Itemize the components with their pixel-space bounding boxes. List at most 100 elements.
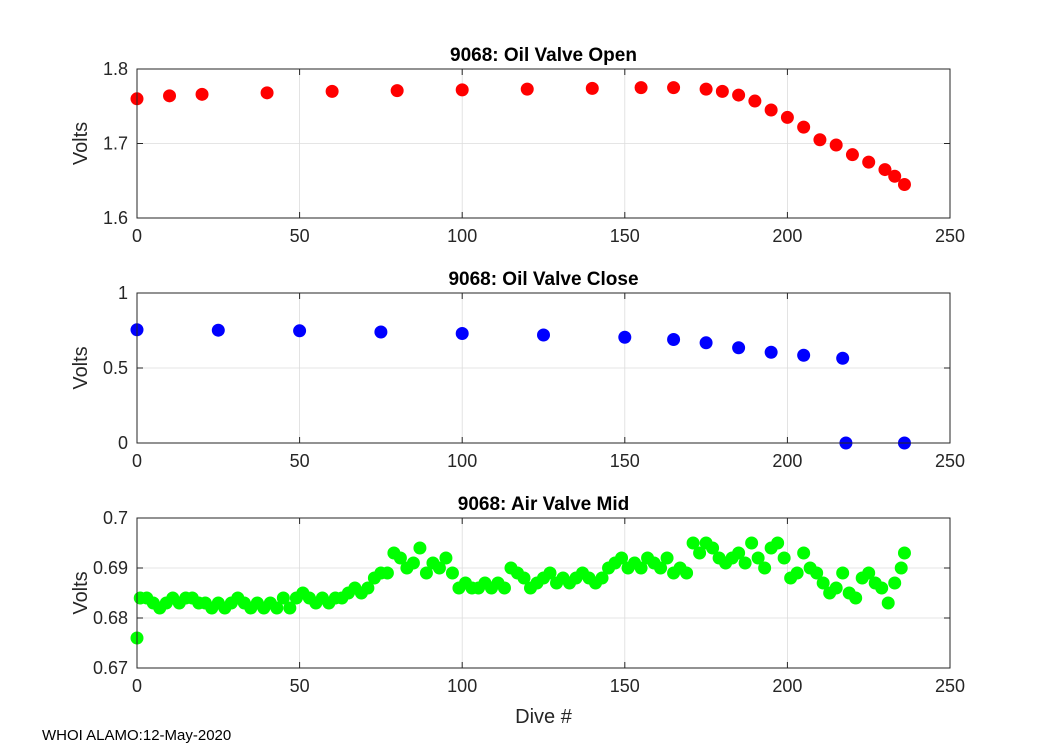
data-point [276,591,290,605]
data-point [862,566,876,580]
data-series [130,81,911,191]
data-point [797,546,811,560]
y-axis-label: Volts [70,571,92,614]
data-point [878,163,892,177]
data-point [751,551,765,565]
x-tick-label: 200 [772,226,802,246]
x-tick-label: 0 [132,676,142,696]
x-tick-label: 50 [290,676,310,696]
data-point [585,81,599,95]
data-point [780,110,794,124]
data-series [130,536,911,645]
data-point [738,556,752,570]
data-point [195,87,209,101]
data-point [894,561,908,575]
data-point [771,536,785,550]
data-point [260,86,274,100]
data-point [888,576,902,590]
data-point [699,336,713,350]
data-point [455,327,469,340]
y-tick-label: 1.8 [103,59,128,79]
data-point [419,566,433,580]
y-tick-label: 0.7 [103,508,128,528]
data-point [836,351,850,365]
x-tick-label: 150 [610,226,640,246]
x-tick-label: 50 [290,226,310,246]
y-tick-label: 0.69 [93,558,128,578]
x-tick-label: 0 [132,451,142,471]
axes-box [136,517,951,669]
data-point [615,551,629,565]
y-tick-label: 0 [118,433,128,453]
x-tick-label: 200 [772,451,802,471]
x-tick-label: 100 [447,676,477,696]
data-point [748,94,762,108]
data-point [455,83,469,97]
y-tick-label: 1.6 [103,208,128,228]
x-tick-label: 100 [447,451,477,471]
data-point [432,561,446,575]
y-tick-label: 0.5 [103,358,128,378]
y-tick-label: 1 [118,283,128,303]
data-point [439,551,453,565]
data-point [634,81,648,95]
data-point [667,333,681,346]
data-point [829,581,843,595]
data-point [680,566,694,580]
data-point [686,536,700,550]
data-point [413,541,427,555]
x-tick-label: 250 [935,226,965,246]
data-point [520,82,534,96]
data-point [758,561,772,575]
data-point [380,566,394,580]
chart-title: 9068: Oil Valve Close [448,269,638,290]
data-point [777,551,791,565]
chart-panel-1: 0 50 100 150 200 250 1.6 1.7 1.8 9068: Oil Valve … [70,45,965,246]
data-point [270,601,284,615]
data-point [390,84,404,98]
data-point [660,551,674,565]
data-point [715,84,729,98]
data-point [693,546,707,560]
data-point [810,566,824,580]
data-point [745,536,759,550]
data-point [618,330,632,344]
footer-credit: WHOI ALAMO:12-May-2020 [42,727,232,744]
chart-title: 9068: Oil Valve Open [450,45,637,66]
data-point [862,155,876,169]
data-point [797,348,811,362]
data-point [732,546,746,560]
data-point [732,88,746,102]
data-point [813,133,827,147]
data-series [130,323,911,450]
data-point [888,169,902,183]
y-tick-label: 0.68 [93,608,128,628]
data-point [361,581,375,595]
data-point [897,546,911,560]
data-point [764,345,778,359]
data-point [595,571,609,585]
x-tick-label: 50 [290,451,310,471]
data-point [283,601,297,615]
data-point [797,120,811,134]
data-point [497,581,511,595]
data-point [699,82,713,96]
data-point [543,566,557,580]
plot-area [137,518,950,668]
x-tick-label: 150 [610,451,640,471]
x-tick-label: 0 [132,226,142,246]
y-tick-label: 1.7 [103,134,128,154]
data-point [325,84,339,98]
data-point [445,566,459,580]
data-point [293,324,307,338]
x-tick-label: 250 [935,451,965,471]
data-point [634,561,648,575]
y-axis-label: Volts [70,346,92,389]
data-point [849,591,863,605]
data-point [829,138,843,152]
data-point [517,571,531,585]
data-point [374,325,388,339]
data-point [764,103,778,117]
data-point [163,89,177,103]
